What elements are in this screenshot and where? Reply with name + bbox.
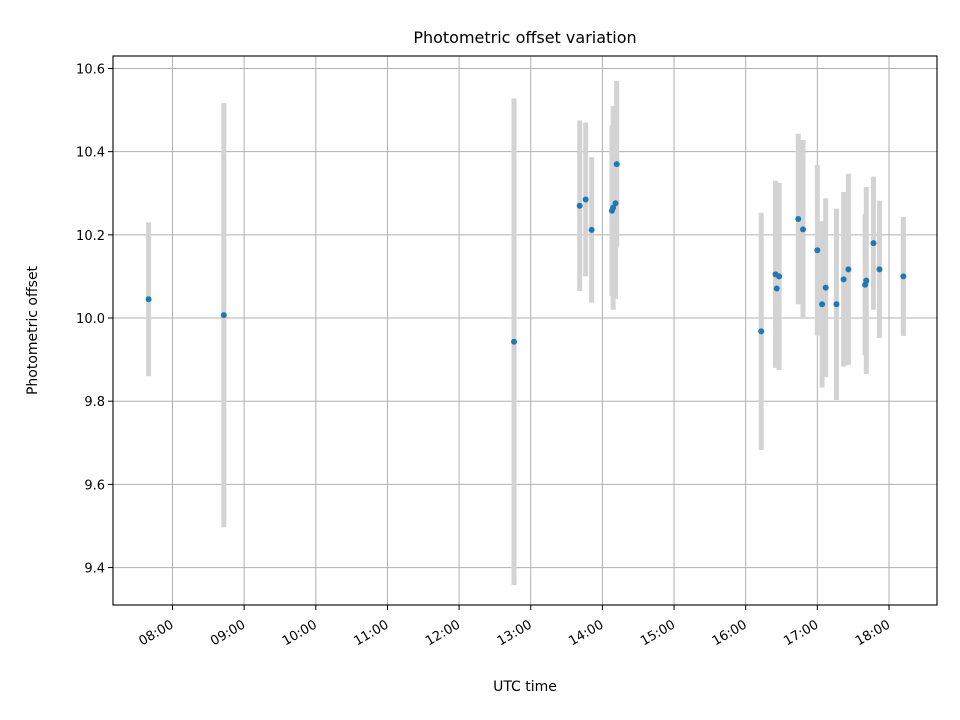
grid (113, 56, 937, 605)
data-point (840, 276, 847, 283)
y-tick-label: 9.4 (84, 562, 105, 577)
data-point (814, 247, 821, 254)
data-point (588, 226, 595, 233)
x-tick-label: 11:00 (351, 617, 391, 649)
y-axis-label: Photometric offset (25, 265, 41, 395)
data-point (819, 301, 826, 308)
points (145, 161, 907, 345)
plot-frame (112, 55, 938, 606)
y-tick-label: 10.0 (76, 312, 105, 327)
x-axis-label: UTC time (493, 679, 557, 695)
y-tick-label: 9.8 (84, 395, 105, 410)
x-tick-label: 18:00 (853, 617, 893, 649)
x-tick-label: 10:00 (280, 617, 320, 649)
data-point (511, 338, 518, 345)
data-point (795, 216, 802, 223)
y-tick-label: 10.6 (76, 62, 105, 77)
x-tick-label: 15:00 (638, 617, 678, 649)
y-tick-label: 10.2 (76, 229, 105, 244)
data-point (610, 204, 617, 211)
data-point (613, 161, 620, 168)
x-tick-label: 09:00 (208, 617, 248, 649)
x-tick-label: 12:00 (423, 617, 463, 649)
x-tick-label: 13:00 (495, 617, 535, 649)
data-point (576, 202, 583, 209)
data-point (145, 296, 152, 303)
data-point (582, 196, 589, 203)
x-tick-label: 08:00 (137, 617, 177, 649)
y-axis: 9.4 9.6 9.8 10.0 10.2 10.4 10.6 (76, 62, 113, 577)
data-point (773, 285, 780, 292)
data-point (800, 226, 807, 233)
data-point (612, 200, 619, 207)
x-tick-label: 17:00 (781, 617, 821, 649)
x-axis: 08:00 09:00 10:00 11:00 12:00 13:00 14:00 15:00… (137, 605, 893, 649)
data-point (822, 284, 829, 291)
y-tick-label: 9.6 (84, 478, 105, 493)
data-point (758, 328, 765, 335)
data-point (845, 266, 852, 273)
y-tick-label: 10.4 (76, 146, 105, 161)
data-point (863, 277, 870, 284)
errorbars (146, 80, 906, 586)
data-point (833, 301, 840, 308)
chart-title: Photometric offset variation (413, 28, 636, 47)
data-point (876, 266, 883, 273)
x-tick-label: 14:00 (566, 617, 606, 649)
data-point (870, 240, 877, 247)
x-tick-label: 16:00 (710, 617, 750, 649)
data-point (220, 312, 227, 319)
data-point (776, 273, 783, 280)
data-point (900, 273, 907, 280)
